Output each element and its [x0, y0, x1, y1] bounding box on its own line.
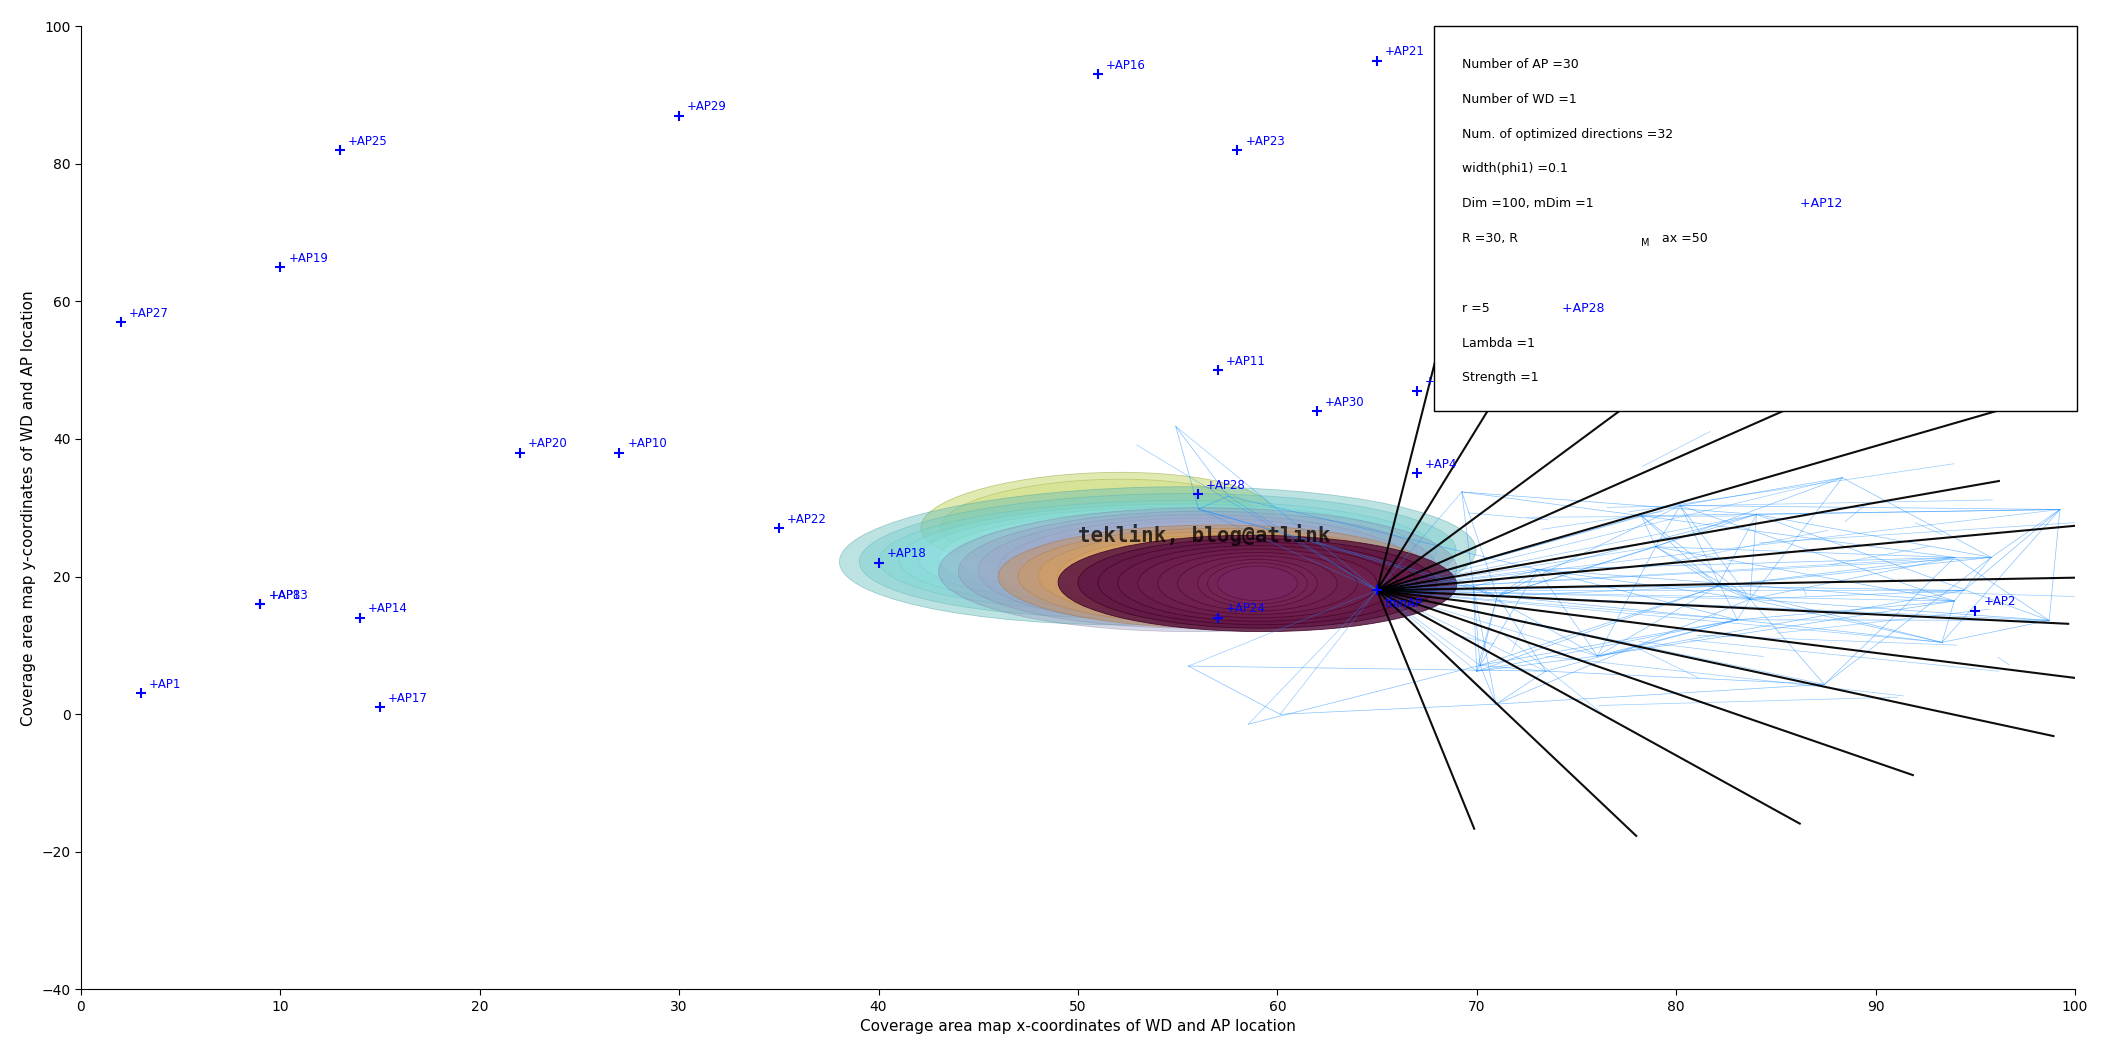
Text: +AP2: +AP2: [1982, 595, 2016, 609]
Text: +AP10: +AP10: [626, 437, 666, 450]
Ellipse shape: [1217, 567, 1297, 600]
Ellipse shape: [839, 486, 1476, 626]
Text: +AP18: +AP18: [886, 548, 926, 560]
Ellipse shape: [1078, 539, 1436, 628]
Text: Number of AP =30: Number of AP =30: [1462, 58, 1578, 71]
Text: +AP4: +AP4: [1426, 458, 1457, 471]
Ellipse shape: [1019, 521, 1377, 618]
Text: +AP19: +AP19: [289, 251, 329, 265]
Text: +AP12: +AP12: [2004, 183, 2044, 196]
Text: width(phi1) =0.1: width(phi1) =0.1: [1462, 162, 1567, 175]
Text: Num. of optimized directions =32: Num. of optimized directions =32: [1462, 128, 1672, 140]
Text: r =5: r =5: [1462, 302, 1489, 314]
Ellipse shape: [1118, 545, 1396, 621]
Text: +AP13: +AP13: [268, 589, 308, 601]
Ellipse shape: [1099, 542, 1417, 625]
Text: R =30, R: R =30, R: [1462, 232, 1518, 245]
Ellipse shape: [1099, 542, 1337, 611]
Text: +AP17: +AP17: [388, 692, 428, 705]
Text: Dim =100, mDim =1: Dim =100, mDim =1: [1462, 197, 1592, 210]
Text: +AP25: +AP25: [348, 135, 388, 148]
Ellipse shape: [998, 525, 1436, 628]
Text: +AP8: +AP8: [268, 589, 302, 601]
Text: thinAP: thinAP: [1386, 597, 1424, 611]
Text: +AP30: +AP30: [1324, 396, 1365, 409]
Ellipse shape: [1078, 539, 1356, 614]
Ellipse shape: [957, 515, 1356, 597]
Ellipse shape: [998, 518, 1396, 621]
Ellipse shape: [957, 512, 1436, 628]
Ellipse shape: [939, 507, 1457, 632]
Ellipse shape: [1198, 559, 1318, 608]
Text: +AP12: +AP12: [1788, 197, 1843, 210]
Ellipse shape: [1019, 529, 1417, 625]
Ellipse shape: [920, 507, 1396, 605]
Text: +AP3: +AP3: [1426, 376, 1457, 388]
Ellipse shape: [1059, 535, 1457, 632]
Text: +AP1: +AP1: [150, 678, 181, 691]
Ellipse shape: [858, 494, 1455, 618]
Text: +AP22: +AP22: [787, 513, 827, 525]
Y-axis label: Coverage area map y-coordinates of WD and AP location: Coverage area map y-coordinates of WD an…: [21, 290, 36, 726]
X-axis label: Coverage area map x-coordinates of WD and AP location: Coverage area map x-coordinates of WD an…: [860, 1019, 1295, 1034]
Ellipse shape: [1137, 549, 1377, 618]
Ellipse shape: [939, 511, 1377, 600]
Text: +AP27: +AP27: [129, 307, 169, 320]
Ellipse shape: [922, 473, 1276, 571]
Ellipse shape: [1158, 553, 1356, 614]
Text: +AP11: +AP11: [1225, 354, 1265, 368]
Text: ax =50: ax =50: [1662, 232, 1708, 245]
Ellipse shape: [1038, 532, 1396, 621]
Ellipse shape: [941, 479, 1255, 563]
Text: Number of WD =1: Number of WD =1: [1462, 93, 1575, 106]
Text: +AP16: +AP16: [1105, 59, 1145, 72]
Text: +AP21: +AP21: [1386, 45, 1426, 58]
Ellipse shape: [1059, 535, 1377, 618]
Text: +AP28: +AP28: [1546, 302, 1605, 314]
Ellipse shape: [879, 501, 1436, 611]
Text: +AP20: +AP20: [527, 437, 567, 450]
Text: Strength =1: Strength =1: [1462, 371, 1537, 384]
Ellipse shape: [898, 504, 1417, 608]
Text: teklink, blog@atlink: teklink, blog@atlink: [1078, 524, 1331, 546]
Text: +AP29: +AP29: [688, 100, 728, 113]
Ellipse shape: [979, 515, 1417, 625]
Text: +AP23: +AP23: [1246, 135, 1284, 148]
Text: +AP28: +AP28: [1206, 479, 1244, 492]
Text: M: M: [1641, 238, 1649, 248]
Ellipse shape: [1208, 562, 1308, 605]
Text: +AP24: +AP24: [1225, 602, 1265, 615]
Text: +AP14: +AP14: [369, 602, 407, 615]
Text: Lambda =1: Lambda =1: [1462, 337, 1535, 349]
Ellipse shape: [1177, 556, 1337, 611]
